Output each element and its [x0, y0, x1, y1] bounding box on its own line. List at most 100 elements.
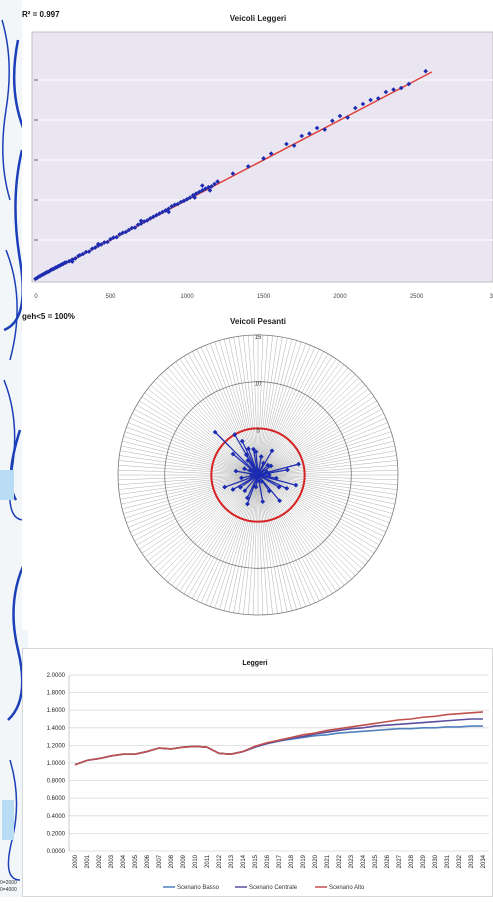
polar-radial-line: [257, 335, 264, 476]
polar-radial-line: [257, 392, 372, 476]
polar-radial-line: [118, 465, 259, 476]
map-legend-line-1: 0=2000: [0, 880, 17, 886]
polar-radial-line: [171, 474, 259, 586]
polar-radial-line: [257, 474, 337, 592]
polar-radial-line: [124, 474, 259, 519]
line-x-tick-label: 2018: [289, 854, 295, 868]
polar-radial-line: [243, 474, 259, 615]
map-road-line: [7, 559, 28, 721]
polar-point: [230, 451, 236, 457]
polar-radial-line: [238, 474, 259, 614]
polar-radial-line: [118, 474, 259, 490]
polar-point-spoke: [240, 474, 259, 488]
line-y-tick-label: 0.8000: [47, 779, 66, 785]
polar-radial-line: [257, 474, 273, 615]
polar-radial-line: [128, 474, 259, 528]
polar-radial-line: [257, 358, 337, 476]
polar-radial-line: [257, 381, 363, 476]
polar-point-spoke: [257, 474, 297, 486]
polar-radial-line: [257, 474, 268, 615]
polar-radial-line: [257, 474, 372, 558]
line-x-tick-label: 2005: [133, 854, 139, 868]
polar-radial-line: [128, 422, 259, 476]
polar-radial-line: [153, 381, 259, 476]
scatter-point: [83, 249, 89, 255]
scatter-point: [307, 131, 312, 136]
polar-radial-line: [257, 474, 352, 580]
scatter-x-tick-label: 30: [490, 294, 493, 300]
polar-radial-line: [257, 474, 398, 485]
polar-point: [255, 478, 261, 483]
polar-point-spoke: [246, 474, 259, 499]
polar-radial-line: [257, 474, 392, 519]
scatter-point: [34, 275, 40, 281]
polar-radial-line: [123, 436, 259, 476]
line-x-tick-label: 2032: [457, 854, 463, 868]
polar-radial-line: [130, 417, 259, 476]
scatter-points: [33, 68, 428, 282]
polar-point-spoke: [257, 474, 270, 492]
polar-radial-line: [130, 474, 259, 533]
line-x-tick-label: 2021: [325, 854, 331, 868]
polar-radial-line: [132, 413, 259, 476]
polar-radial-line: [257, 474, 388, 528]
polar-radial-line: [257, 474, 316, 603]
polar-radial-line: [257, 426, 390, 476]
polar-title: Veicoli Pesanti: [230, 317, 286, 326]
line-x-tick-label: 2027: [397, 854, 403, 868]
scatter-point: [166, 206, 171, 212]
road-map-graphic: [0, 19, 28, 881]
polar-radial-line: [118, 460, 259, 476]
polar-point: [284, 486, 290, 491]
scatter-point: [203, 186, 208, 192]
scatter-point: [268, 151, 274, 156]
polar-point-spoke: [235, 470, 259, 476]
polar-point: [258, 454, 264, 460]
polar-radial-line: [257, 388, 369, 476]
polar-point: [239, 475, 244, 481]
polar-radial-line: [257, 422, 388, 476]
scatter-point: [114, 234, 119, 240]
polar-radial-line: [257, 474, 359, 573]
scatter-point: [368, 97, 373, 103]
line-y-tick-label: 1.4000: [47, 726, 66, 732]
polar-threshold-circle: [210, 427, 306, 523]
line-x-tick-label: 2002: [97, 854, 103, 868]
scatter-x-tick-label: 0: [34, 294, 38, 300]
polar-point: [232, 432, 238, 437]
polar-radial-line: [257, 474, 395, 505]
line-x-tick-label: 2028: [409, 854, 415, 868]
scatter-point: [138, 218, 144, 224]
scatter-point: [105, 239, 110, 245]
polar-radial-line: [257, 349, 320, 476]
scatter-point: [212, 181, 217, 187]
line-x-tick-label: 2014: [241, 854, 247, 868]
line-x-tick-label: 2025: [373, 854, 379, 868]
polar-ring: [164, 381, 352, 569]
polar-radial-line: [157, 474, 259, 573]
polar-radial-line: [257, 474, 302, 609]
polar-r-label: 15: [255, 335, 262, 341]
polar-point: [238, 484, 243, 490]
polar-radial-line: [223, 339, 259, 476]
scatter-point: [117, 232, 122, 237]
polar-radial-line: [136, 404, 259, 476]
polar-radial-line: [257, 469, 398, 476]
polar-point-spoke: [244, 474, 259, 492]
polar-radial-line: [257, 335, 268, 476]
polar-radial-line: [175, 474, 259, 589]
scatter-point: [147, 216, 153, 221]
polar-radial-line: [257, 338, 288, 476]
polar-point: [242, 466, 247, 472]
polar-radial-line: [257, 474, 297, 610]
scatter-point: [141, 219, 147, 224]
polar-r-labels: 5 10 15: [255, 335, 262, 434]
polar-radial-line: [257, 474, 288, 612]
map-legend-line-2: 0=4000: [0, 887, 17, 893]
line-gridlines: [68, 674, 489, 852]
polar-radial-line: [257, 474, 397, 495]
scatter-point: [360, 101, 366, 107]
polar-radial-line: [257, 474, 264, 615]
polar-radial-line: [205, 474, 259, 605]
polar-radial-line: [257, 341, 302, 476]
